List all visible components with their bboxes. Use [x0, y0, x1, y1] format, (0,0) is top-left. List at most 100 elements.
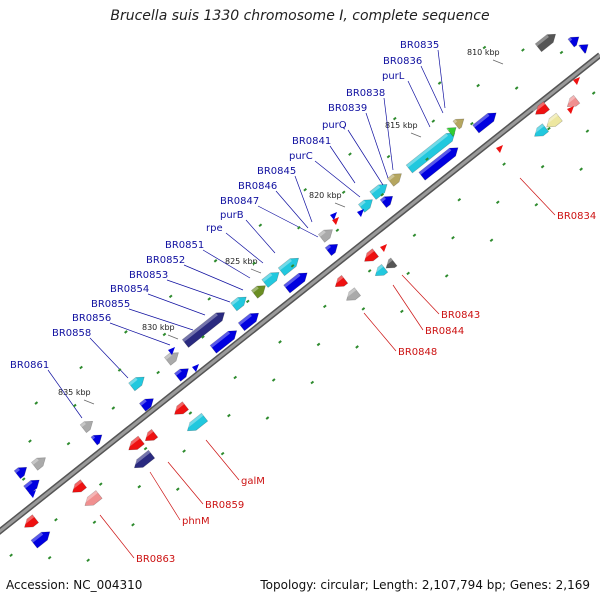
gene-label: BR0844: [425, 326, 464, 337]
gene-br0859: [142, 428, 159, 442]
strand-arrow-6: [330, 212, 337, 220]
gene-purL: [405, 132, 456, 174]
gene-br0834-c: [543, 112, 563, 128]
strand-arrow-7: [357, 209, 364, 217]
gene-br0843b: [382, 257, 398, 269]
gene-label: BR0839: [328, 103, 367, 114]
gene-br0839: [446, 127, 457, 137]
strand-arrow-5: [192, 364, 199, 372]
gene-blue-12: [578, 44, 589, 54]
gene-label: BR0835: [400, 40, 439, 51]
label-leader-lines: [47, 49, 556, 559]
gene-purB: [250, 285, 266, 299]
strand-arrow-8: [29, 490, 36, 498]
gene-br0836: [472, 112, 497, 134]
kbp-tick-label: 815 kbp: [385, 121, 418, 130]
gene-br0856: [163, 352, 179, 366]
gene-br0845: [317, 229, 333, 243]
gene-label: BR0861: [10, 360, 49, 371]
gene-label: BR0856: [72, 313, 111, 324]
gene-label: BR0851: [165, 240, 204, 251]
gene-label: rpe: [206, 223, 223, 234]
gene-br0848b: [343, 287, 362, 301]
gene-br0834-d: [531, 123, 550, 137]
gene-purC: [357, 199, 373, 213]
gene-labels: BR0835 BR0836 purL BR0838 BR0839 purQ BR0841 pu…: [10, 40, 596, 565]
gene-label: BR0858: [52, 328, 91, 339]
gene-rpe: [230, 296, 247, 312]
gene-label: BR0855: [91, 299, 130, 310]
gene-label: BR0848: [398, 347, 437, 358]
gene-blue-8: [138, 398, 154, 412]
gene-label: BR0847: [220, 196, 259, 207]
gene-blue-2: [379, 195, 394, 209]
gene-label: BR0836: [383, 56, 422, 67]
gene-left-gray: [30, 457, 46, 471]
gene-left-red: [21, 514, 40, 528]
strand-arrow-2: [380, 244, 387, 252]
strand-arrow-0: [573, 77, 580, 85]
gene-label: BR0843: [441, 310, 480, 321]
gene-blue-5: [237, 312, 260, 332]
gene-label: BR0846: [238, 181, 277, 192]
strand-arrow-9: [567, 106, 574, 114]
gene-blue-3: [324, 243, 339, 257]
gene-br0844: [372, 263, 389, 277]
gene-blue-6: [209, 330, 238, 354]
accession-text: Accession: NC_004310: [6, 578, 143, 592]
gene-label: BR0854: [110, 284, 149, 295]
gene-label: BR0834: [557, 211, 596, 222]
gene-blue-10: [23, 479, 40, 495]
gene-left-blue: [13, 466, 28, 480]
gene-br0843: [361, 248, 380, 262]
gene-br0835b: [567, 36, 580, 48]
gene-label: purC: [289, 151, 313, 162]
gene-label: galM: [241, 476, 265, 487]
gene-label: BR0841: [292, 136, 331, 147]
gene-label: BR0859: [205, 500, 244, 511]
gene-features: [13, 33, 589, 549]
gene-br0841: [369, 184, 388, 200]
kbp-tick-label: 825 kbp: [225, 257, 258, 266]
chromosome-backbone: [0, 52, 600, 535]
gene-galM: [171, 401, 190, 415]
gene-br0847: [261, 272, 280, 288]
gene-label: BR0838: [346, 88, 385, 99]
gene-br0863b: [81, 490, 103, 506]
gene-br0838: [452, 118, 465, 130]
dotted-guides: [9, 45, 596, 563]
gene-br0846: [277, 257, 300, 277]
gene-br0834-a: [532, 101, 551, 115]
kbp-ticks: 810 kbp 815 kbp 820 kbp 825 kbp 830 kbp 835 k…: [58, 48, 504, 405]
gene-br0835: [534, 33, 557, 53]
gene-br0859b: [125, 435, 145, 451]
gene-br0834-b: [564, 94, 581, 108]
gene-br0848: [332, 274, 349, 288]
kbp-tick-label: 835 kbp: [58, 388, 91, 397]
gene-label: BR0852: [146, 255, 185, 266]
gene-br0852: [181, 312, 225, 348]
gene-br0863: [69, 479, 88, 493]
gene-blue-11: [30, 531, 51, 549]
gene-label: purB: [220, 210, 244, 221]
gene-label: BR0863: [136, 554, 175, 565]
strand-arrow-4: [168, 347, 175, 355]
gene-label: BR0853: [129, 270, 168, 281]
gene-label: purL: [382, 71, 405, 82]
kbp-tick-label: 820 kbp: [309, 191, 342, 200]
gene-phnM: [131, 449, 156, 469]
topology-text: Topology: circular; Length: 2,107,794 bp…: [260, 578, 590, 592]
gene-galM-b: [184, 412, 209, 432]
gene-br0858: [128, 376, 145, 392]
map-title: Brucella suis 1330 chromosome I, complet…: [110, 8, 490, 24]
gene-blue-7: [173, 368, 189, 382]
gene-purQ: [386, 173, 402, 187]
kbp-tick-label: 830 kbp: [142, 323, 175, 332]
strand-arrow-3: [332, 217, 339, 225]
gene-blue-9: [90, 434, 103, 446]
gene-label: phnM: [182, 516, 210, 527]
gene-br0861: [79, 420, 94, 434]
gene-label: purQ: [322, 120, 347, 131]
strand-arrow-1: [496, 145, 503, 153]
